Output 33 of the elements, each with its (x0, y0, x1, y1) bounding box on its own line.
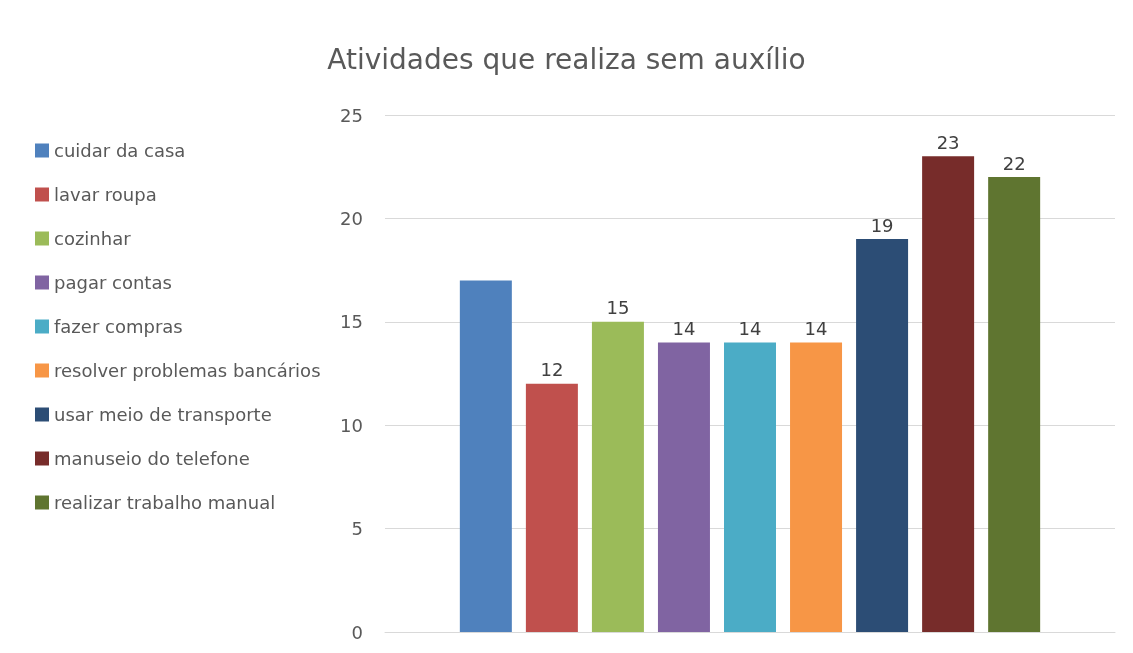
y-tick-label: 15 (340, 311, 363, 333)
data-label: 19 (870, 214, 894, 236)
legend-label: manuseio do telefone (54, 448, 250, 469)
bar (591, 321, 644, 632)
data-label: 15 (606, 297, 630, 319)
legend-label: resolver problemas bancários (54, 360, 321, 381)
data-label: 14 (804, 317, 828, 339)
legend-label: fazer compras (54, 316, 183, 337)
data-label: 14 (738, 317, 762, 339)
bar (988, 177, 1041, 632)
data-label: 12 (540, 359, 564, 381)
legend-label: cuidar da casa (54, 140, 186, 161)
bar (856, 239, 909, 632)
y-tick-label: 10 (340, 414, 363, 436)
bar (922, 156, 975, 632)
y-tick-label: 25 (340, 104, 363, 126)
bar (459, 280, 512, 632)
bar (790, 342, 843, 632)
bar (657, 342, 710, 632)
y-tick-label: 0 (351, 621, 363, 643)
y-tick-label: 5 (351, 518, 363, 540)
data-label: 22 (1002, 152, 1026, 174)
chart-title: Atividades que realiza sem auxílio (327, 42, 806, 76)
legend-label: usar meio de transporte (54, 404, 272, 425)
data-label: 23 (936, 131, 960, 153)
bar (525, 383, 578, 632)
legend-label: realizar trabalho manual (54, 492, 276, 513)
y-tick-label: 20 (340, 207, 363, 229)
data-label: 14 (672, 317, 696, 339)
legend-label: lavar roupa (54, 184, 157, 205)
legend-label: pagar contas (54, 272, 172, 293)
bar (724, 342, 776, 632)
legend-label: cozinhar (54, 228, 132, 249)
